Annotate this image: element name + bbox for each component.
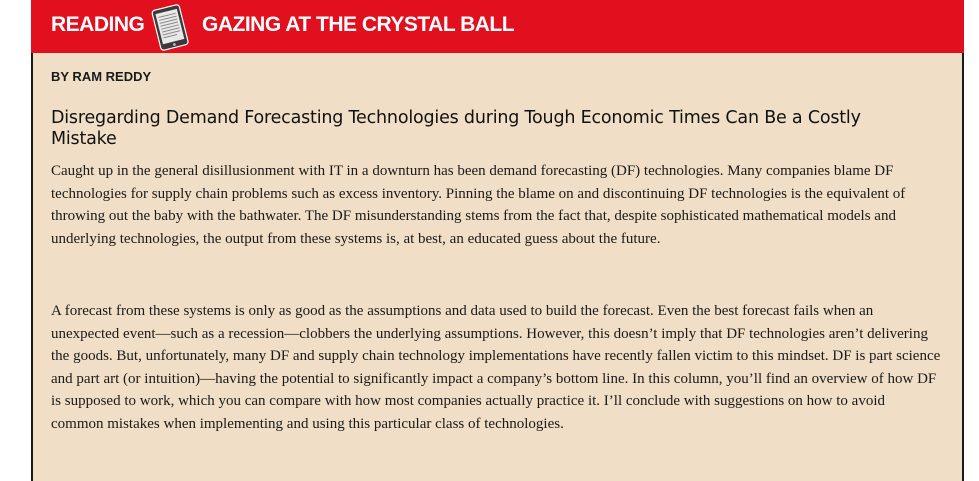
reading-box [31,0,964,481]
feature-title: GAZING AT THE CRYSTAL BALL [202,13,515,36]
article-paragraph-1: Caught up in the general disillusionment… [51,163,906,247]
article-paragraph-2: A forecast from these systems is only as… [51,303,941,432]
reading-header: READING GAZING AT THE CRYSTAL BALL [31,0,964,53]
section-label: READING [51,13,145,36]
article-headline: Disregarding Demand Forecasting Technolo… [51,108,861,149]
byline: BY RAM REDDY [51,69,152,84]
tablet-icon [151,4,189,51]
